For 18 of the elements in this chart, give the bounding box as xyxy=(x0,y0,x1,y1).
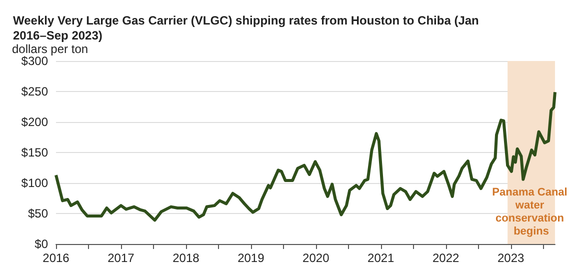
x-tick-label: 2016 xyxy=(42,251,70,265)
y-tick-label: $300 xyxy=(21,54,48,68)
x-tick-label: 2021 xyxy=(368,251,395,265)
x-tick-label: 2023 xyxy=(497,251,524,265)
chart-title: Weekly Very Large Gas Carrier (VLGC) shipping rates from Houston to Chiba (Jan 2016–Sep 2023) xyxy=(13,14,482,42)
x-tick-label: 2019 xyxy=(238,251,265,265)
y-tick-label: $100 xyxy=(21,176,48,190)
x-tick-label: 2020 xyxy=(302,251,330,265)
y-tick-label: $200 xyxy=(21,115,48,129)
band-label: Panama Canal water conservation begins xyxy=(492,186,570,238)
y-tick-label: $0 xyxy=(34,237,48,251)
x-tick-label: 2017 xyxy=(108,251,135,265)
y-tick-label: $50 xyxy=(28,206,48,220)
y-tick-label: $150 xyxy=(21,146,48,160)
y-axis-title: dollars per ton xyxy=(12,42,88,56)
x-tick-label: 2022 xyxy=(432,251,460,265)
x-tick-label: 2018 xyxy=(172,251,200,265)
y-tick-label: $250 xyxy=(21,84,48,98)
